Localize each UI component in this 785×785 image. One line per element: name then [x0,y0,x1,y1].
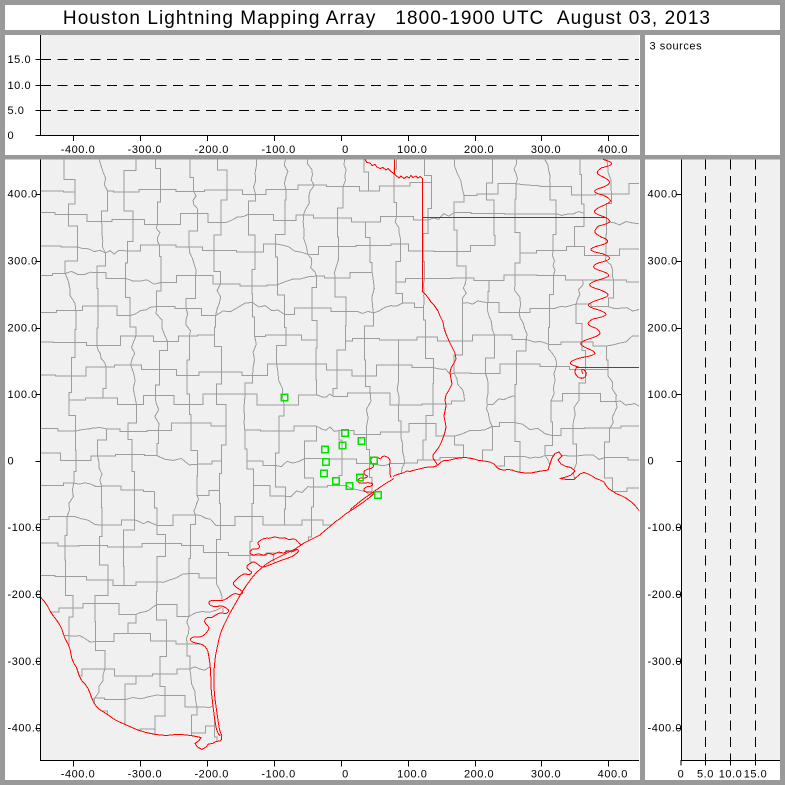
svg-text:-300.0: -300.0 [8,656,43,668]
svg-text:Houston Lightning Mapping Arra: Houston Lightning Mapping Array 1800-190… [63,8,711,29]
svg-text:-100.0: -100.0 [261,144,296,156]
svg-text:400.0: 400.0 [598,144,628,156]
svg-text:-400.0: -400.0 [8,723,43,735]
svg-text:-200.0: -200.0 [194,769,229,781]
svg-text:15.0: 15.0 [744,769,768,781]
svg-text:10.0: 10.0 [719,769,743,781]
svg-text:100.0: 100.0 [8,389,38,401]
svg-text:3 sources: 3 sources [650,41,703,53]
svg-text:-400.0: -400.0 [61,769,96,781]
svg-text:-400.0: -400.0 [61,144,96,156]
svg-text:-200.0: -200.0 [194,144,229,156]
svg-text:0: 0 [648,455,655,467]
svg-text:300.0: 300.0 [531,144,561,156]
svg-text:15.0: 15.0 [8,54,32,66]
svg-text:100.0: 100.0 [397,769,427,781]
svg-text:200.0: 200.0 [464,144,494,156]
svg-text:-300.0: -300.0 [648,656,683,668]
svg-text:100.0: 100.0 [397,144,427,156]
svg-text:0: 0 [678,769,685,781]
svg-text:-200.0: -200.0 [8,589,43,601]
svg-text:0: 0 [8,130,15,142]
svg-text:300.0: 300.0 [8,255,38,267]
svg-text:200.0: 200.0 [8,322,38,334]
svg-text:400.0: 400.0 [648,189,678,201]
svg-text:100.0: 100.0 [648,389,678,401]
svg-text:-100.0: -100.0 [648,522,683,534]
svg-text:-300.0: -300.0 [128,769,163,781]
svg-text:300.0: 300.0 [531,769,561,781]
svg-text:5.0: 5.0 [8,105,25,117]
svg-text:0: 0 [342,144,349,156]
svg-text:400.0: 400.0 [8,189,38,201]
svg-text:-200.0: -200.0 [648,589,683,601]
svg-text:0: 0 [342,769,349,781]
svg-text:10.0: 10.0 [8,80,32,92]
svg-text:5.0: 5.0 [697,769,714,781]
svg-text:-400.0: -400.0 [648,723,683,735]
svg-text:-100.0: -100.0 [261,769,296,781]
svg-text:400.0: 400.0 [598,769,628,781]
svg-text:200.0: 200.0 [464,769,494,781]
svg-text:200.0: 200.0 [648,322,678,334]
svg-text:-100.0: -100.0 [8,522,43,534]
svg-text:300.0: 300.0 [648,255,678,267]
svg-text:0: 0 [8,455,15,467]
svg-text:-300.0: -300.0 [128,144,163,156]
